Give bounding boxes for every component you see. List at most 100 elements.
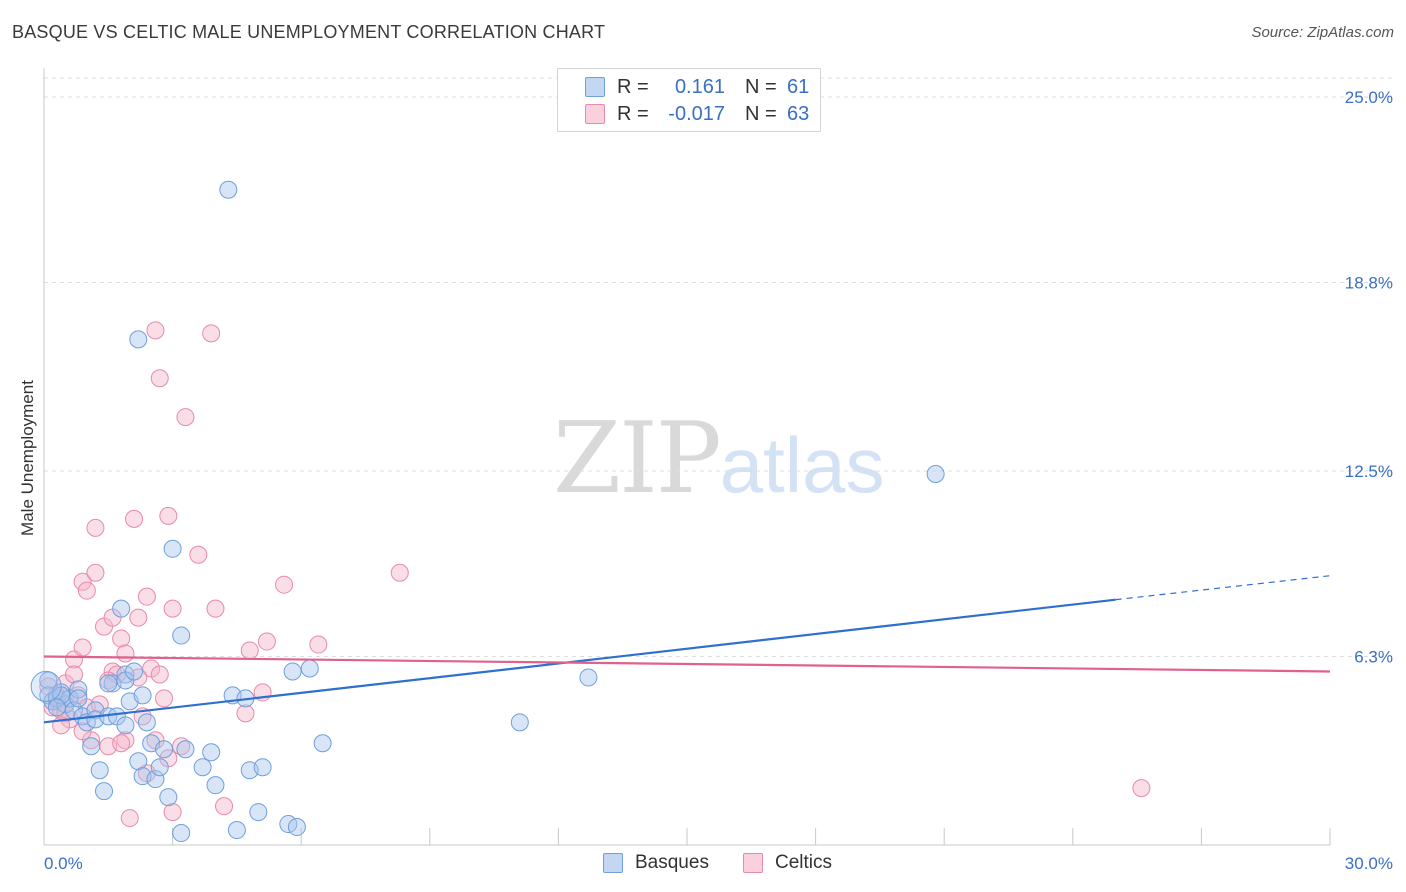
basques-point: [206, 776, 225, 795]
basques-point: [219, 180, 238, 199]
basques-point: [90, 761, 109, 780]
y-tick-label: 12.5%: [1345, 462, 1393, 481]
basques-point: [159, 788, 178, 807]
r-label: R =: [617, 102, 649, 125]
basques-point: [155, 740, 174, 759]
legend-item-basques: Basques: [603, 852, 709, 874]
basques-point: [172, 626, 191, 645]
basques-trend-extension: [1115, 575, 1331, 601]
basques-point: [95, 782, 114, 801]
basques-point: [249, 803, 268, 822]
basques-point: [510, 713, 529, 732]
basques-legend-swatch: [603, 853, 623, 873]
celtics-point: [390, 563, 409, 582]
celtics-point: [275, 575, 294, 594]
celtics-point: [86, 563, 105, 582]
n-value-celtics: 63: [787, 102, 810, 125]
celtics-point: [202, 324, 221, 343]
celtics-point: [215, 797, 234, 816]
celtics-trend-line: [43, 655, 1331, 673]
y-tick-label: 6.3%: [1354, 648, 1393, 667]
celtics-point: [155, 689, 174, 708]
basques-point: [133, 686, 152, 705]
basques-point: [69, 689, 88, 708]
legend-label-celtics: Celtics: [775, 852, 833, 873]
watermark-atlas: atlas: [719, 421, 885, 509]
celtics-point: [120, 809, 139, 828]
basques-point: [176, 740, 195, 759]
watermark: ZIPatlas: [553, 402, 885, 516]
celtics-point: [112, 629, 131, 648]
celtics-point: [137, 587, 156, 606]
watermark-zip: ZIP: [553, 402, 722, 516]
basques-point: [300, 659, 319, 678]
basques-swatch: [585, 77, 605, 97]
celtics-point: [73, 638, 92, 657]
series-legend: Basques Celtics: [0, 852, 1406, 878]
x-tick-label: 0.0%: [44, 854, 83, 873]
legend-label-basques: Basques: [635, 852, 709, 873]
x-tick-label: 30.0%: [1345, 854, 1393, 873]
celtics-point: [163, 599, 182, 618]
basques-point: [82, 737, 101, 756]
n-value-basques: 61: [787, 75, 810, 98]
basques-point: [227, 821, 246, 840]
basques-cluster-point: [30, 670, 62, 702]
celtics-point: [112, 734, 131, 753]
celtics-point: [163, 803, 182, 822]
n-label: N =: [745, 102, 777, 125]
basques-point: [579, 668, 598, 687]
celtics-point: [77, 581, 96, 600]
basques-point: [137, 713, 156, 732]
basques-point: [129, 752, 148, 771]
legend-item-celtics: Celtics: [743, 852, 832, 874]
celtics-point: [176, 408, 195, 427]
celtics-point: [73, 722, 92, 741]
celtics-point: [65, 665, 84, 684]
basques-point: [116, 716, 135, 735]
y-tick-label: 18.8%: [1345, 274, 1393, 293]
basques-point: [926, 464, 945, 483]
celtics-point: [1132, 779, 1151, 798]
basques-point: [146, 770, 165, 789]
celtics-point: [240, 641, 259, 660]
r-value-basques: 0.161: [674, 75, 725, 98]
basques-point: [202, 743, 221, 762]
r-value-celtics: -0.017: [668, 102, 725, 125]
celtics-point: [146, 321, 165, 340]
celtics-point: [206, 599, 225, 618]
basques-point: [99, 674, 118, 693]
basques-point: [150, 758, 169, 777]
celtics-point: [159, 506, 178, 525]
source-label: Source: ZipAtlas.com: [1251, 24, 1394, 41]
celtics-point: [236, 704, 255, 723]
celtics-point: [309, 635, 328, 654]
n-label: N =: [745, 75, 777, 98]
legend-row-basques: R = 0.161 N = 61: [558, 74, 809, 100]
basques-point: [313, 734, 332, 753]
y-tick-label: 25.0%: [1345, 88, 1393, 107]
legend-row-celtics: R = -0.017 N = 63: [558, 101, 809, 127]
basques-point: [163, 539, 182, 558]
celtics-point: [116, 644, 135, 663]
celtics-swatch: [585, 104, 605, 124]
basques-point: [47, 698, 66, 717]
basques-point: [253, 758, 272, 777]
correlation-legend: R = 0.161 N = 61 R = -0.017 N = 63: [557, 68, 821, 132]
celtics-point: [257, 632, 276, 651]
basques-point: [125, 662, 144, 681]
celtics-point: [150, 369, 169, 388]
basques-point: [112, 599, 131, 618]
basques-point: [172, 824, 191, 843]
basques-trend-line: [43, 598, 1116, 724]
basques-point: [193, 758, 212, 777]
basques-point: [129, 330, 148, 349]
celtics-point: [189, 545, 208, 564]
r-label: R =: [617, 75, 649, 98]
celtics-point: [125, 509, 144, 528]
celtics-point: [86, 518, 105, 537]
basques-point: [287, 818, 306, 837]
celtics-legend-swatch: [743, 853, 763, 873]
basques-point: [283, 662, 302, 681]
